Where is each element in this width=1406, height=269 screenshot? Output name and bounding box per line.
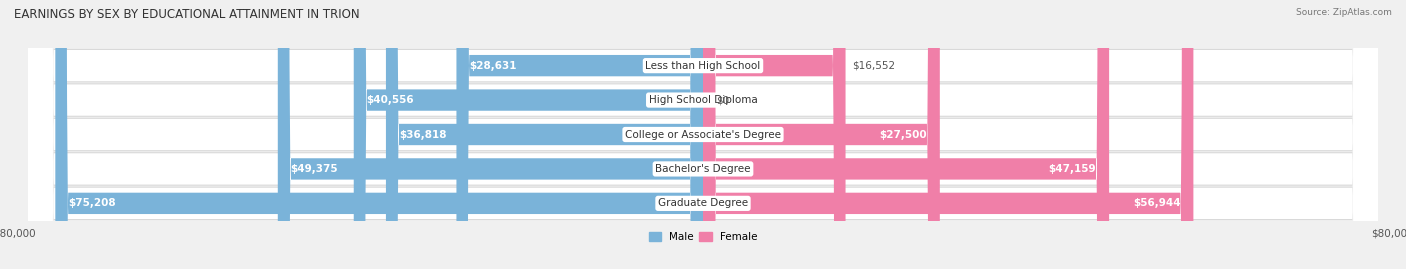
FancyBboxPatch shape	[28, 0, 1378, 269]
FancyBboxPatch shape	[703, 0, 1194, 269]
Text: Less than High School: Less than High School	[645, 61, 761, 71]
Legend: Male, Female: Male, Female	[644, 228, 762, 246]
Text: Source: ZipAtlas.com: Source: ZipAtlas.com	[1296, 8, 1392, 17]
FancyBboxPatch shape	[457, 0, 703, 269]
Text: $0: $0	[716, 95, 730, 105]
FancyBboxPatch shape	[28, 0, 1378, 269]
FancyBboxPatch shape	[55, 0, 703, 269]
FancyBboxPatch shape	[703, 0, 939, 269]
Text: Bachelor's Degree: Bachelor's Degree	[655, 164, 751, 174]
Text: $56,944: $56,944	[1133, 198, 1181, 208]
FancyBboxPatch shape	[28, 0, 1378, 269]
FancyBboxPatch shape	[28, 0, 1378, 269]
Text: $40,556: $40,556	[367, 95, 415, 105]
FancyBboxPatch shape	[703, 0, 1109, 269]
Text: $16,552: $16,552	[852, 61, 896, 71]
Text: EARNINGS BY SEX BY EDUCATIONAL ATTAINMENT IN TRION: EARNINGS BY SEX BY EDUCATIONAL ATTAINMEN…	[14, 8, 360, 21]
Text: High School Diploma: High School Diploma	[648, 95, 758, 105]
FancyBboxPatch shape	[28, 0, 1378, 269]
Text: Graduate Degree: Graduate Degree	[658, 198, 748, 208]
FancyBboxPatch shape	[28, 0, 1378, 269]
FancyBboxPatch shape	[278, 0, 703, 269]
FancyBboxPatch shape	[703, 0, 845, 269]
FancyBboxPatch shape	[354, 0, 703, 269]
Text: $28,631: $28,631	[470, 61, 517, 71]
FancyBboxPatch shape	[385, 0, 703, 269]
FancyBboxPatch shape	[28, 0, 1378, 269]
FancyBboxPatch shape	[28, 0, 1378, 269]
Text: $47,159: $47,159	[1049, 164, 1097, 174]
Text: $27,500: $27,500	[879, 129, 927, 140]
FancyBboxPatch shape	[28, 0, 1378, 269]
Text: $36,818: $36,818	[399, 129, 446, 140]
Text: $49,375: $49,375	[291, 164, 339, 174]
Text: $75,208: $75,208	[69, 198, 115, 208]
FancyBboxPatch shape	[28, 0, 1378, 269]
Text: College or Associate's Degree: College or Associate's Degree	[626, 129, 780, 140]
